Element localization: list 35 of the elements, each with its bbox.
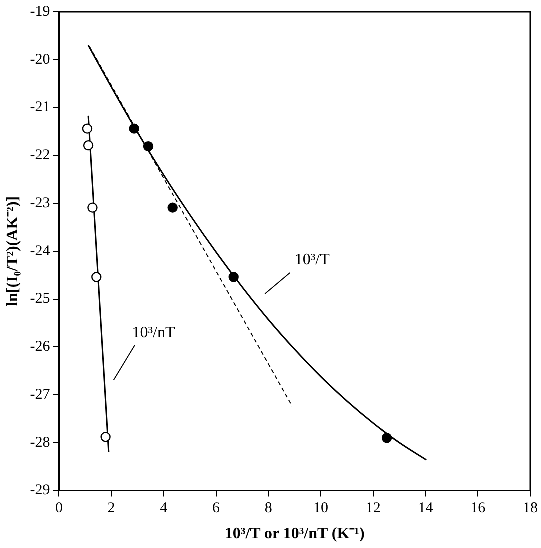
annotation: 10³/nT bbox=[132, 324, 176, 342]
point bbox=[129, 124, 140, 134]
y-axis-title: ln[(I₀/T²)(AK⁻²)] bbox=[4, 196, 22, 306]
x-tick-label: 18 bbox=[523, 500, 538, 517]
x-tick-label: 6 bbox=[212, 500, 221, 517]
y-tick-label: -21 bbox=[30, 100, 50, 116]
y-tick-label: -27 bbox=[30, 386, 51, 403]
point bbox=[382, 433, 392, 444]
y-tick-label: -22 bbox=[30, 148, 50, 164]
x-tick-label: 10 bbox=[314, 500, 329, 517]
point bbox=[83, 140, 94, 151]
x-tick-label: 8 bbox=[264, 500, 272, 517]
y-tick-label: -28 bbox=[30, 434, 50, 451]
point bbox=[88, 202, 98, 213]
x-tick-label: 4 bbox=[160, 500, 168, 517]
point bbox=[228, 272, 239, 282]
y-tick-label: -24 bbox=[30, 243, 51, 260]
annotation: 10³/T bbox=[294, 251, 330, 268]
point bbox=[143, 141, 154, 152]
point bbox=[82, 124, 93, 134]
y-tick-label: -19 bbox=[30, 4, 50, 20]
x-tick-label: 14 bbox=[418, 500, 434, 517]
point bbox=[100, 432, 111, 442]
x-axis-title: 10³/T or 10³/nT (K⁻¹) bbox=[224, 526, 365, 543]
x-tick-label: 0 bbox=[55, 500, 63, 517]
x-tick-label: 16 bbox=[470, 500, 486, 517]
point bbox=[168, 202, 178, 213]
point bbox=[92, 272, 102, 282]
y-tick-label: -29 bbox=[30, 482, 50, 499]
y-tick-label: -25 bbox=[30, 291, 50, 308]
y-tick-label: -23 bbox=[30, 195, 50, 212]
x-tick-label: 2 bbox=[108, 500, 116, 517]
y-tick-label: -26 bbox=[30, 339, 51, 356]
x-tick-label: 12 bbox=[366, 500, 381, 517]
y-tick-label: -20 bbox=[30, 52, 50, 68]
